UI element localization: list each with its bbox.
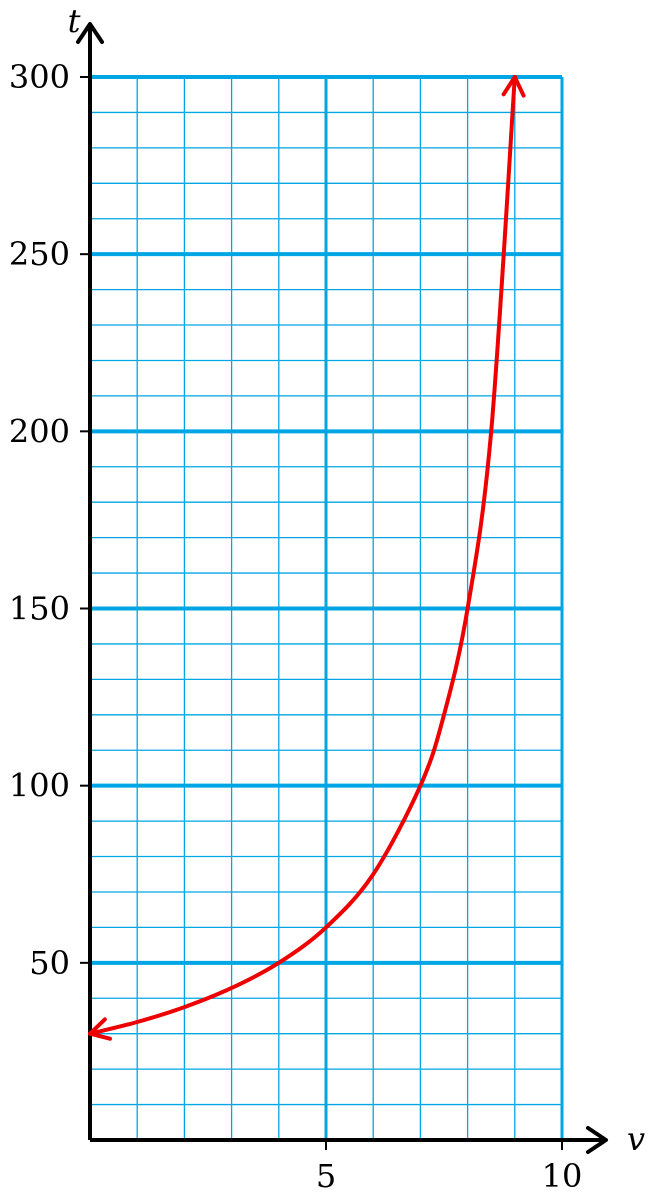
y-axis-title: t: [68, 2, 81, 40]
y-tick-label: 100: [9, 767, 70, 805]
x-tick-label: 10: [542, 1157, 583, 1195]
grid: [90, 75, 564, 1140]
x-axis-title: v: [627, 1120, 645, 1158]
y-tick-label: 50: [29, 944, 70, 982]
y-tick-label: 250: [9, 235, 70, 273]
axes: [76, 22, 608, 1154]
x-tick-label: 5: [316, 1157, 336, 1195]
y-tick-label: 150: [9, 590, 70, 628]
x-axis-arrowhead: [586, 1126, 608, 1154]
tick-labels: 50 100 150 200 250 300 5 10: [9, 58, 582, 1195]
y-tick-label: 200: [9, 412, 70, 450]
curve-end-arrowhead: [501, 75, 526, 98]
series-line: [88, 75, 517, 1036]
y-tick-label: 300: [9, 58, 70, 96]
data-series: [88, 75, 526, 1041]
curve-start-arrowhead: [88, 1017, 112, 1041]
y-axis-arrowhead: [76, 22, 104, 44]
